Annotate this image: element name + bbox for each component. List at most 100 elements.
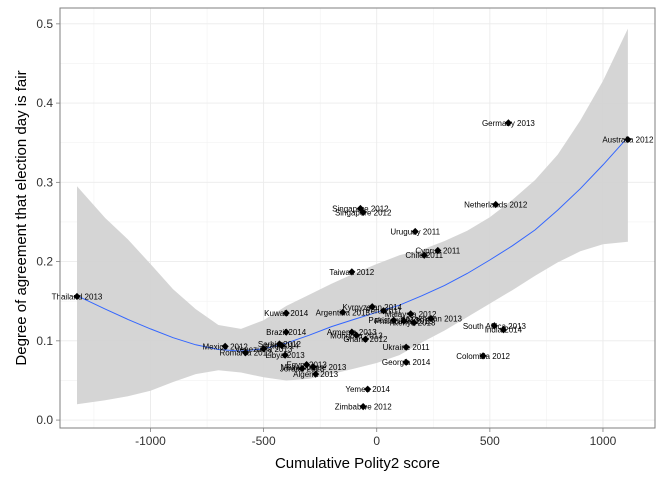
point-label: Uruguay 2011 [390, 228, 440, 237]
x-axis-title: Cumulative Polity2 score [275, 455, 440, 472]
data-point [379, 307, 388, 315]
point-label: Romania 2012 [219, 349, 272, 358]
point-label: Georgia 2014 [382, 358, 431, 367]
data-point [359, 208, 367, 217]
data-point [221, 342, 229, 350]
data-point [410, 319, 418, 327]
point-label: Mexico 2012 [203, 342, 249, 351]
data-point [348, 268, 356, 276]
point-label: Yemen 2014 [345, 385, 390, 394]
data-point [402, 358, 410, 366]
plot-border [59, 7, 656, 429]
data-point [356, 204, 365, 213]
data-point [73, 292, 81, 301]
point-label: Chile 2011 [405, 251, 443, 260]
data-point [364, 385, 372, 393]
fit-line [76, 136, 629, 352]
x-tick-label: 500 [480, 434, 500, 448]
x-tick-label: -1000 [135, 434, 166, 448]
point-label: Algeria 2013 [293, 370, 338, 379]
data-point [504, 119, 512, 127]
point-label: Ghana 2012 [343, 335, 388, 344]
point-label: Kuwait 2014 [264, 309, 309, 318]
point-label: Ukraine 2011 [383, 343, 431, 352]
data-point [479, 352, 487, 360]
data-point [624, 135, 632, 144]
x-tick-label: -500 [252, 434, 276, 448]
y-tick-label: 0.2 [36, 255, 53, 269]
x-axis: -1000 -500 0 500 1000 [135, 428, 617, 448]
data-point [407, 310, 415, 318]
data-point [499, 326, 508, 334]
point-label: Brazil 2014 [266, 328, 307, 337]
data-point [302, 361, 311, 369]
data-point [400, 317, 408, 325]
data-point [282, 309, 290, 317]
point-label: South Africa 2013 [463, 322, 527, 331]
x-tick-label: 1000 [590, 434, 617, 448]
data-point [298, 364, 306, 373]
point-label: Kenya 2013 [393, 319, 436, 328]
point-label: Jordan 2013 [280, 365, 325, 374]
y-tick-label: 0.0 [36, 413, 53, 427]
point-label: Malaysia 2012 [385, 310, 437, 319]
data-point [352, 331, 360, 339]
x-tick-label: 0 [373, 434, 380, 448]
point-label: Pakistan 2013 [368, 316, 419, 325]
point-label: Taiwan 2012 [329, 268, 374, 277]
point-label: Serbia 2012 [258, 340, 302, 349]
data-point [348, 328, 356, 336]
point-label: Kyrgyzstan 2014 [342, 303, 402, 312]
point-label: India 2014 [485, 326, 523, 335]
data-point [278, 341, 286, 350]
point-label: Kazakhstan 2013 [400, 315, 462, 324]
confidence-band [77, 28, 628, 405]
data-point [402, 343, 410, 351]
point-label: Colombia 2012 [456, 352, 510, 361]
data-point [309, 363, 317, 371]
fit-line-path [76, 136, 629, 352]
data-point [339, 308, 347, 316]
point-label: Armenia 2013 [327, 328, 377, 337]
confidence-band-area [77, 28, 628, 405]
y-tick-label: 0.4 [36, 96, 53, 110]
data-point [281, 351, 289, 359]
point-label: Peru 2011 [365, 307, 402, 316]
data-point [241, 349, 250, 357]
data-point [260, 345, 268, 353]
data-point [390, 316, 398, 324]
data-point [427, 315, 435, 323]
point-label: Argentina 2013 [316, 308, 371, 317]
data-point [359, 403, 367, 411]
point-label: Zimbabwe 2012 [335, 403, 392, 412]
point-label: Mongolia 2013 [330, 331, 383, 340]
y-tick-label: 0.1 [36, 334, 53, 348]
point-label: Germany 2013 [482, 119, 535, 128]
point-label: Cyprus 2011 [415, 247, 460, 256]
point-label: Venezuela 2013 [235, 345, 293, 354]
y-axis: 0.0 0.1 0.2 0.3 0.4 0.5 [36, 17, 60, 427]
data-points [73, 119, 632, 411]
y-tick-label: 0.3 [36, 175, 53, 189]
y-tick-label: 0.5 [36, 17, 53, 31]
data-point [312, 370, 320, 378]
data-point [434, 246, 442, 255]
point-label: Philippines 2013 [375, 317, 434, 326]
y-axis-title: Degree of agreement that election day is… [13, 70, 30, 365]
data-point [492, 200, 500, 209]
point-label: Singapore 2012 [335, 209, 392, 218]
point-label: Egypt 2013 [286, 361, 327, 370]
point-label: Mozambique 2013 [280, 363, 346, 372]
point-label: Netherlands 2012 [464, 201, 528, 210]
point-label: Iraq 2014 [265, 342, 299, 351]
point-labels: Thailand 2013 Australia 2012 Germany 2013 N… [52, 119, 654, 412]
point-label: Libya 2013 [266, 351, 306, 360]
point-label: Australia 2012 [602, 136, 654, 145]
data-point [411, 227, 419, 236]
data-point [282, 328, 290, 336]
point-label: Thailand 2013 [52, 293, 103, 302]
data-point [420, 251, 428, 259]
data-point [490, 322, 498, 330]
